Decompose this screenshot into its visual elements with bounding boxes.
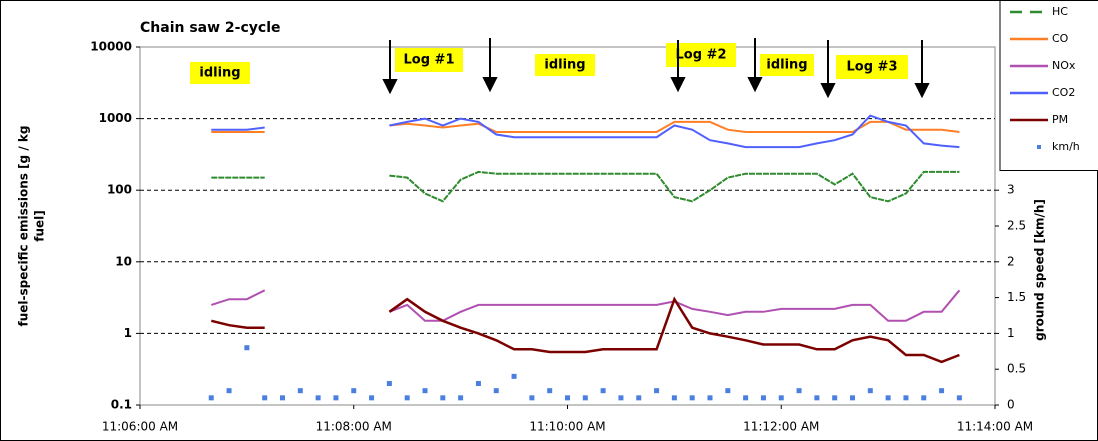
speed-marker — [921, 395, 927, 401]
speed-marker — [511, 373, 517, 379]
speed-marker — [386, 381, 392, 387]
speed-marker — [493, 388, 499, 394]
y-tick-label: 10000 — [90, 40, 132, 54]
legend-swatch — [1037, 145, 1041, 149]
legend-label: km/h — [1052, 140, 1080, 153]
speed-marker — [760, 395, 766, 401]
speed-marker — [565, 395, 570, 401]
x-tick-label: 11:12:00 AM — [743, 420, 819, 434]
speed-marker — [315, 395, 321, 401]
series-line — [211, 114, 960, 149]
annotation: idling — [544, 58, 585, 73]
y2-tick-label: 3 — [1007, 183, 1015, 197]
y2-tick-label: 0 — [1007, 398, 1015, 412]
annotation: Log #1 — [404, 53, 455, 68]
chart-title: Chain saw 2-cycle — [140, 20, 281, 36]
y2-axis-label: ground speed [km/h] — [1033, 199, 1047, 341]
speed-marker — [404, 395, 410, 401]
legend-label: NOx — [1052, 59, 1076, 72]
speed-marker — [867, 388, 873, 394]
speed-marker — [903, 395, 909, 401]
speed-marker — [280, 395, 285, 401]
ann-box — [836, 55, 908, 79]
y-label-line: fuel] — [33, 210, 47, 242]
y-tick-label: 100 — [107, 183, 132, 197]
speed-marker — [939, 388, 945, 394]
y-axis-label: fuel-specific emissions [g / kg fuel] — [17, 126, 47, 327]
speed-marker — [832, 395, 838, 401]
y-label-line: fuel-specific emissions [g / kg — [17, 126, 31, 327]
ann-box — [760, 54, 814, 76]
annotation: Log #2 — [676, 48, 727, 63]
y-tick-label: 1 — [124, 326, 132, 340]
legend-label: CO — [1052, 32, 1069, 45]
speed-marker — [600, 388, 606, 394]
y2-tick-label: 2 — [1007, 254, 1015, 268]
speed-marker — [422, 388, 428, 394]
annotations: idling Log #1 idling Log #2 idling Log #… — [190, 43, 908, 84]
speed-marker — [226, 388, 232, 394]
speed-marker — [671, 395, 677, 401]
speed-marker — [333, 395, 339, 401]
speed-marker — [707, 395, 713, 401]
y-tick-label: 10 — [115, 254, 132, 268]
speed-marker — [440, 395, 446, 401]
speed-marker — [582, 395, 588, 401]
speed-marker — [475, 381, 481, 387]
x-tick-label: 11:08:00 AM — [316, 420, 392, 434]
y-tick-label: 0.1 — [111, 398, 132, 412]
speed-marker — [850, 395, 855, 401]
y2-tick-label: 1 — [1007, 326, 1015, 340]
speed-marker — [547, 388, 553, 394]
y2-tick-label: 0.5 — [1007, 362, 1026, 376]
speed-marker — [885, 395, 891, 401]
legend-label: PM — [1052, 113, 1068, 126]
speed-marker — [369, 395, 375, 401]
speed-marker — [814, 395, 820, 401]
speed-marker — [796, 388, 802, 394]
speed-marker — [636, 395, 642, 401]
speed-marker — [208, 395, 214, 401]
speed-marker — [618, 395, 624, 401]
legend-box — [999, 0, 1098, 171]
arrows — [382, 38, 930, 99]
ann-box — [190, 62, 250, 84]
x-tick-label: 11:06:00 AM — [102, 420, 178, 434]
legend-label: HC — [1052, 5, 1068, 18]
speed-marker — [458, 395, 464, 401]
annotation: Log #3 — [847, 60, 898, 75]
annotation: idling — [766, 58, 807, 73]
annotation: idling — [199, 66, 240, 81]
speed-marker — [743, 395, 749, 401]
x-tick-label: 11:10:00 AM — [529, 420, 605, 434]
speed-marker — [956, 395, 962, 401]
speed-marker — [529, 395, 535, 401]
series-line — [211, 170, 960, 203]
x-tick-label: 11:14:00 AM — [957, 420, 1033, 434]
legend-label: CO2 — [1052, 86, 1075, 99]
speed-marker — [262, 395, 268, 401]
legend: HC CO NOx CO2 PM km/h — [999, 0, 1098, 171]
ann-box — [535, 54, 595, 76]
speed-marker — [689, 395, 695, 401]
y2-tick-label: 2.5 — [1007, 219, 1026, 233]
ann-box — [395, 48, 463, 72]
y2-tick-label: 1.5 — [1007, 290, 1026, 304]
speed-marker — [654, 388, 660, 394]
speed-marker — [725, 388, 731, 394]
speed-marker — [351, 388, 357, 394]
speed-marker — [778, 395, 784, 401]
series-line — [211, 296, 960, 364]
speed-marker — [297, 388, 303, 394]
speed-marker — [244, 345, 250, 351]
y-tick-label: 1000 — [99, 111, 132, 125]
